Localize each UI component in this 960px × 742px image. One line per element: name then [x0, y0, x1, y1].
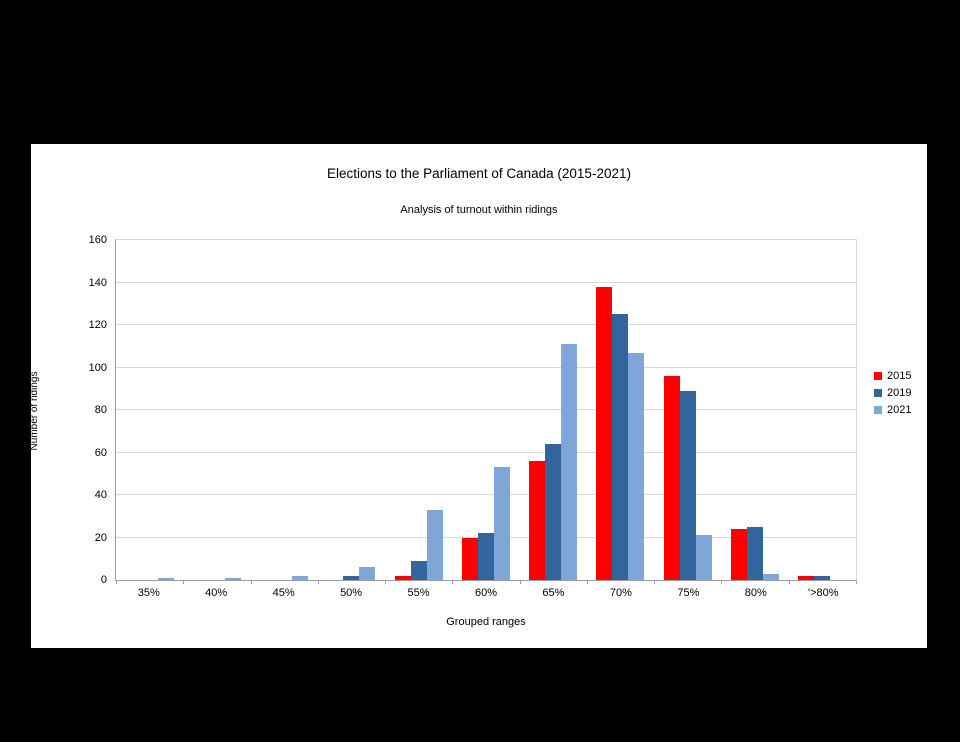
- y-tick-label-0: 0: [100, 574, 107, 586]
- x-tick-mark: [452, 581, 454, 584]
- y-tick-label-40: 40: [94, 489, 107, 501]
- bar-group-35%: [116, 240, 183, 580]
- x-tick-mark: [721, 581, 723, 584]
- bar-2021-60%: [493, 467, 510, 580]
- bar-group-75%: [654, 240, 721, 580]
- chart-panel: Elections to the Parliament of Canada (2…: [29, 144, 927, 648]
- y-tick-label-120: 120: [88, 319, 107, 331]
- bar-2019-70%: [612, 314, 629, 580]
- bar-group-45%: [251, 240, 318, 580]
- bar-2021-70%: [628, 352, 645, 580]
- bar-group-60%: [452, 240, 519, 580]
- bar-group-55%: [385, 240, 452, 580]
- gridline-140: [116, 281, 856, 283]
- y-tick-label-160: 160: [88, 234, 107, 246]
- gridline-40: [116, 494, 856, 495]
- gridline-100: [116, 366, 856, 368]
- legend-swatch-2019: [874, 389, 882, 397]
- bar-group-70%: [587, 240, 654, 580]
- legend-swatch-2021: [874, 406, 882, 414]
- bar-2015-65%: [529, 461, 546, 580]
- x-tick-mark: [856, 581, 857, 584]
- x-tick-label-45%: 45%: [272, 587, 295, 599]
- gridline-60: [116, 451, 856, 453]
- gridline-120: [116, 324, 856, 325]
- x-tick-label-70%: 70%: [609, 587, 632, 599]
- x-tick-label-35%: 35%: [137, 587, 160, 599]
- bar-2015-'>80%: [798, 575, 815, 580]
- x-tick-label-'>80%: '>80%: [807, 587, 839, 599]
- bar-group-40%: [183, 240, 250, 580]
- legend-item-2019: 2019: [874, 387, 911, 399]
- bar-2015-80%: [731, 529, 748, 580]
- bar-2021-40%: [224, 577, 241, 580]
- chart-title: Elections to the Parliament of Canada (2…: [327, 166, 631, 181]
- bar-2015-75%: [663, 376, 680, 580]
- plot-area: 0 20 40 60 80 100 120 140 160: [89, 234, 857, 586]
- x-tick-mark: [116, 581, 117, 584]
- bar-2019-80%: [747, 526, 764, 580]
- x-tick-mark: [385, 581, 387, 584]
- x-axis-title: Grouped ranges: [446, 616, 526, 628]
- y-tick-label-100: 100: [88, 361, 107, 374]
- bar-2021-35%: [157, 577, 174, 580]
- bar-2015-70%: [596, 286, 613, 580]
- x-tick-mark: [519, 581, 521, 584]
- bar-2019-55%: [410, 560, 427, 580]
- bar-2019-65%: [545, 444, 562, 580]
- y-axis-title: Number of ridings: [29, 371, 40, 451]
- bar-group-'>80%: [789, 240, 856, 580]
- legend-label-2019: 2019: [887, 387, 912, 399]
- x-tick-mark: [586, 581, 588, 584]
- bar-2021-50%: [359, 567, 376, 580]
- bar-2019-75%: [679, 390, 696, 580]
- bar-group-80%: [721, 240, 788, 580]
- bar-2021-55%: [426, 509, 443, 580]
- x-tick-label-50%: 50%: [340, 587, 363, 599]
- bar-group-50%: [318, 240, 385, 580]
- bar-2021-80%: [763, 573, 780, 580]
- x-tick-mark: [250, 581, 252, 584]
- legend-label-2021: 2021: [887, 404, 912, 416]
- x-tick-label-40%: 40%: [205, 587, 228, 599]
- x-tick-label-75%: 75%: [677, 587, 700, 599]
- bar-2021-65%: [561, 344, 578, 580]
- y-tick-label-140: 140: [88, 276, 107, 289]
- y-tick-label-60: 60: [94, 446, 107, 459]
- bar-groups: [116, 240, 856, 580]
- x-tick-label-60%: 60%: [474, 587, 497, 599]
- bar-2021-75%: [695, 535, 712, 580]
- x-tick-mark: [183, 581, 185, 584]
- bar-2019-60%: [477, 533, 494, 580]
- bar-2019-50%: [343, 575, 360, 580]
- x-tick-mark: [317, 581, 319, 584]
- bar-2019-'>80%: [814, 575, 831, 580]
- legend-swatch-2015: [874, 372, 882, 380]
- bar-2015-55%: [394, 575, 411, 580]
- x-tick-mark: [654, 581, 656, 584]
- legend-item-2021: 2021: [874, 404, 911, 416]
- x-tick-label-80%: 80%: [744, 587, 767, 599]
- bar-2015-60%: [461, 537, 478, 580]
- legend: 2015 2019 2021: [874, 370, 911, 416]
- x-tick-label-55%: 55%: [407, 587, 430, 599]
- x-axis-tick-labels: 35% 40% 45% 50% 55% 60% 65% 70% 75% 80% '>80%: [115, 587, 857, 599]
- x-tick-label-65%: 65%: [542, 587, 565, 599]
- bar-2021-45%: [292, 575, 309, 580]
- y-tick-label-20: 20: [94, 531, 107, 544]
- x-tick-mark: [788, 581, 790, 584]
- y-tick-label-80: 80: [94, 404, 107, 416]
- legend-label-2015: 2015: [887, 370, 912, 382]
- bar-group-65%: [520, 240, 587, 580]
- chart-subtitle: Analysis of turnout within ridings: [400, 204, 558, 216]
- legend-item-2015: 2015: [874, 370, 911, 382]
- gridline-80: [116, 409, 856, 410]
